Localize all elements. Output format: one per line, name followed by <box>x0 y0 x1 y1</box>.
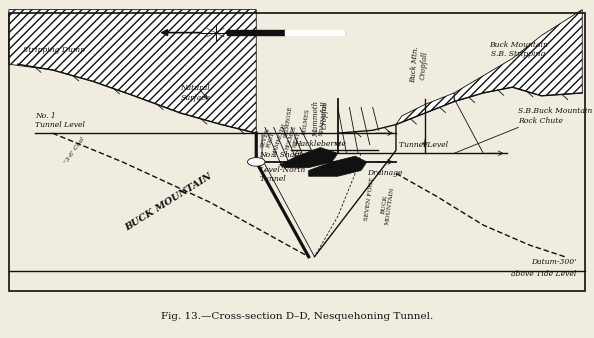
Text: Fig. 13.—Cross-section D–D, Nesquehoning Tunnel.: Fig. 13.—Cross-section D–D, Nesquehoning… <box>161 312 433 321</box>
Text: Tunnel Level: Tunnel Level <box>399 141 448 149</box>
Polygon shape <box>9 9 256 133</box>
Text: HOLMES
WEST: HOLMES WEST <box>285 125 303 152</box>
Text: "3-6' Coal: "3-6' Coal <box>64 136 86 165</box>
Polygon shape <box>454 9 582 101</box>
Text: PRIMROSE: PRIMROSE <box>283 105 293 138</box>
Text: Buck Mountain
S.B. Stripping: Buck Mountain S.B. Stripping <box>489 41 548 58</box>
Text: Mammoth
Cropfall: Mammoth Cropfall <box>312 101 329 137</box>
Text: Slope level: Slope level <box>294 152 336 160</box>
Polygon shape <box>309 156 367 176</box>
Text: above Tide Level: above Tide Level <box>511 270 576 277</box>
Text: MAMMOTH: MAMMOTH <box>318 101 328 136</box>
Text: S.B.Buck Mountain
Rock Chute: S.B.Buck Mountain Rock Chute <box>518 107 592 124</box>
Text: No.2 Shaft: No.2 Shaft <box>259 151 301 159</box>
Text: Hacklebernie: Hacklebernie <box>294 140 346 147</box>
Text: MAMMOTH: MAMMOTH <box>272 122 287 156</box>
Text: SEVEN
FOOT: SEVEN FOOT <box>260 127 276 150</box>
Text: Natural
Surface: Natural Surface <box>181 84 210 101</box>
Polygon shape <box>280 147 338 168</box>
Text: Buck Mtn.
Cropfall: Buck Mtn. Cropfall <box>409 46 429 84</box>
Text: BUCK MOUNTAIN: BUCK MOUNTAIN <box>124 172 214 233</box>
Text: SEVEN FOOT: SEVEN FOOT <box>364 177 375 221</box>
Circle shape <box>248 158 265 166</box>
Text: No. 1
Tunnel Level: No. 1 Tunnel Level <box>35 112 85 129</box>
Text: BUCK
MOUNTAIN: BUCK MOUNTAIN <box>379 185 395 225</box>
Text: Datum-300': Datum-300' <box>531 259 576 266</box>
Text: HOLMES: HOLMES <box>301 108 310 135</box>
Polygon shape <box>396 93 454 125</box>
Text: Drainage: Drainage <box>367 169 402 177</box>
Text: Level-North
Tunnel: Level-North Tunnel <box>259 166 305 184</box>
Text: Stripping Dump: Stripping Dump <box>23 46 86 54</box>
